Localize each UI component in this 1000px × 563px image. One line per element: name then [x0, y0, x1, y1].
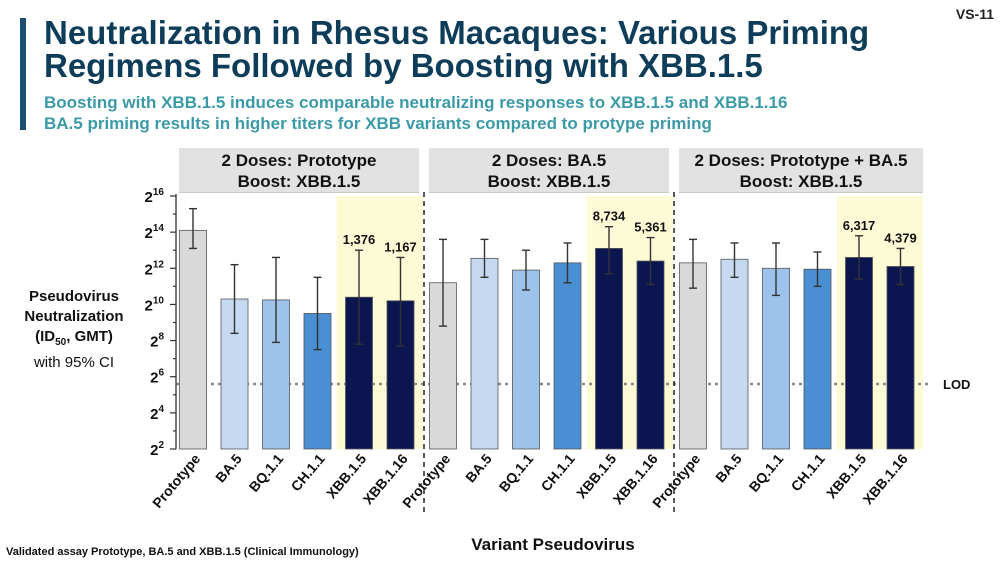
panel-header-2-line-2: Boost: XBB.1.5	[487, 172, 611, 191]
panel-header-3-line-1: 2 Doses: Prototype + BA.5	[694, 151, 908, 170]
y-tick-label-4: 24	[150, 404, 164, 423]
bar-panel-2-ba-5	[470, 257, 499, 450]
x-tick-label-panel-2-bq-1-1: BQ.1.1	[496, 450, 537, 494]
value-label-panel-2-xbb-1-16: 5,361	[634, 220, 667, 235]
title-line-1: Neutralization in Rhesus Macaques: Vario…	[44, 14, 870, 51]
x-tick-label-panel-1-ba-5: BA.5	[212, 450, 245, 485]
panel-header-1: 2 Doses: Prototype Boost: XBB.1.5	[179, 148, 419, 193]
title-accent-bar	[20, 18, 26, 130]
x-tick-label-panel-3-ba-5: BA.5	[712, 450, 745, 485]
panel-header-3: 2 Doses: Prototype + BA.5 Boost: XBB.1.5	[679, 148, 923, 193]
title-line-2: Regimens Followed by Boosting with XBB.1…	[44, 47, 763, 84]
y-axis-label-line-2: Neutralization	[24, 308, 124, 325]
bar-panel-2-bq-1-1	[512, 269, 540, 450]
panel-header-1-line-1: 2 Doses: Prototype	[221, 151, 377, 170]
bar-panel-2-xbb-1-5	[595, 248, 623, 450]
y-axis-label-line-1: Pseudovirus	[28, 288, 120, 305]
subtitle-2: BA.5 priming results in higher titers fo…	[44, 114, 712, 133]
x-tick-label-panel-1-prototype: Prototype	[149, 450, 203, 511]
value-label-panel-2-xbb-1-5: 8,734	[593, 209, 626, 224]
y-tick-label-8: 28	[150, 332, 164, 351]
y-axis-label-ci: with 95% CI	[33, 354, 115, 371]
value-label-panel-1-xbb-1-5: 1,376	[343, 232, 376, 247]
panel-header-2: 2 Doses: BA.5 Boost: XBB.1.5	[429, 148, 669, 193]
bar-panel-3-bq-1-1	[762, 267, 790, 450]
footnote: Validated assay Prototype, BA.5 and XBB.…	[6, 546, 359, 558]
bar-panel-3-xbb-1-16	[886, 266, 915, 450]
y-tick-label-6: 26	[150, 368, 164, 387]
y-tick-label-14: 214	[145, 223, 165, 242]
bar-panel-1-prototype	[179, 229, 207, 450]
panel-header-3-line-2: Boost: XBB.1.5	[739, 172, 863, 191]
lod-label: LOD	[943, 377, 970, 392]
x-tick-label-panel-2-ba-5: BA.5	[462, 450, 495, 485]
slide-id: VS-11	[955, 6, 994, 22]
x-tick-label-panel-3-xbb-1-16: XBB.1.16	[860, 450, 911, 507]
bar-panel-2-ch-1-1	[553, 262, 582, 450]
bar-panel-3-xbb-1-5	[845, 257, 873, 450]
y-tick-label-2: 22	[150, 440, 164, 459]
x-tick-label-panel-2-ch-1-1: CH.1.1	[538, 450, 578, 494]
panel-header-2-line-1: 2 Doses: BA.5	[491, 151, 607, 170]
x-tick-label-panel-3-ch-1-1: CH.1.1	[788, 450, 828, 494]
value-label-panel-3-xbb-1-16: 4,379	[884, 230, 917, 245]
bar-panel-3-ba-5	[720, 258, 749, 450]
y-tick-label-12: 212	[145, 259, 165, 278]
value-label-panel-3-xbb-1-5: 6,317	[843, 218, 876, 233]
x-tick-label-panel-1-ch-1-1: CH.1.1	[288, 450, 328, 494]
bar-panel-2-xbb-1-16	[636, 260, 665, 450]
bar-panel-3-prototype	[679, 262, 707, 450]
x-tick-label-panel-1-bq-1-1: BQ.1.1	[246, 450, 287, 494]
slide-title: Neutralization in Rhesus Macaques: Vario…	[44, 16, 869, 82]
value-label-panel-1-xbb-1-16: 1,167	[384, 239, 417, 254]
bar-panel-3-ch-1-1	[803, 268, 832, 450]
panel-header-1-line-2: Boost: XBB.1.5	[237, 172, 361, 191]
x-tick-label-panel-3-bq-1-1: BQ.1.1	[746, 450, 787, 494]
subtitle-1: Boosting with XBB.1.5 induces comparable…	[44, 93, 788, 112]
y-tick-label-10: 210	[145, 295, 165, 314]
x-axis-label: Variant Pseudovirus	[471, 535, 634, 554]
y-axis-label-units: (ID50, GMT)	[35, 328, 113, 348]
y-tick-label-16: 216	[145, 187, 165, 206]
y-axis-label: Pseudovirus Neutralization (ID50, GMT) w…	[0, 287, 148, 373]
